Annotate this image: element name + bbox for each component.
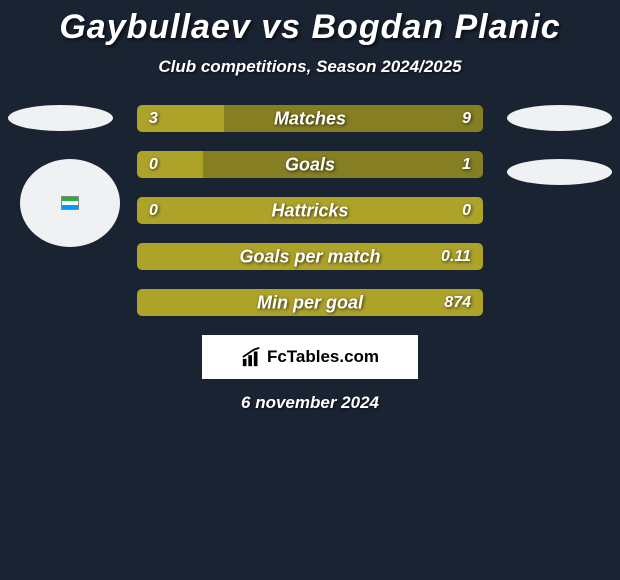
stat-row: Goals per match 0.11 bbox=[137, 243, 483, 270]
flag-icon bbox=[61, 196, 79, 210]
brand-box[interactable]: FcTables.com bbox=[202, 335, 418, 379]
brand-chart-icon bbox=[241, 346, 263, 368]
stat-bar-left-fill bbox=[137, 151, 203, 178]
stat-bar-right-fill bbox=[203, 151, 483, 178]
stat-value-right: 0 bbox=[462, 202, 471, 220]
comparison-widget: Gaybullaev vs Bogdan Planic Club competi… bbox=[0, 0, 620, 413]
stat-label: Hattricks bbox=[271, 200, 348, 221]
content-area: Matches 3 9 Goals 0 1 Hattricks 0 0 Goals per mat… bbox=[0, 105, 620, 413]
stat-value-left: 0 bbox=[149, 202, 158, 220]
stat-row: Goals 0 1 bbox=[137, 151, 483, 178]
stat-row: Min per goal 874 bbox=[137, 289, 483, 316]
brand-text: FcTables.com bbox=[267, 347, 379, 367]
date-label: 6 november 2024 bbox=[0, 393, 620, 413]
stat-row: Hattricks 0 0 bbox=[137, 197, 483, 224]
stat-label: Goals bbox=[285, 154, 335, 175]
stat-bar-right-fill bbox=[224, 105, 484, 132]
stat-label: Min per goal bbox=[257, 292, 363, 313]
stat-value-right: 874 bbox=[444, 294, 471, 312]
stat-value-right: 0.11 bbox=[441, 248, 471, 266]
subtitle: Club competitions, Season 2024/2025 bbox=[0, 57, 620, 77]
stat-value-right: 9 bbox=[462, 110, 471, 128]
stats-bars: Matches 3 9 Goals 0 1 Hattricks 0 0 Goals per mat… bbox=[137, 105, 483, 316]
stat-value-right: 1 bbox=[462, 156, 471, 174]
stat-value-left: 0 bbox=[149, 156, 158, 174]
stat-value-left: 3 bbox=[149, 110, 158, 128]
page-title: Gaybullaev vs Bogdan Planic bbox=[0, 8, 620, 47]
stat-row: Matches 3 9 bbox=[137, 105, 483, 132]
player1-badge-top bbox=[8, 105, 113, 131]
player1-avatar bbox=[20, 159, 120, 247]
stat-label: Goals per match bbox=[239, 246, 380, 267]
player2-badge-top bbox=[507, 105, 612, 131]
player2-badge-bottom bbox=[507, 159, 612, 185]
stat-label: Matches bbox=[274, 108, 346, 129]
